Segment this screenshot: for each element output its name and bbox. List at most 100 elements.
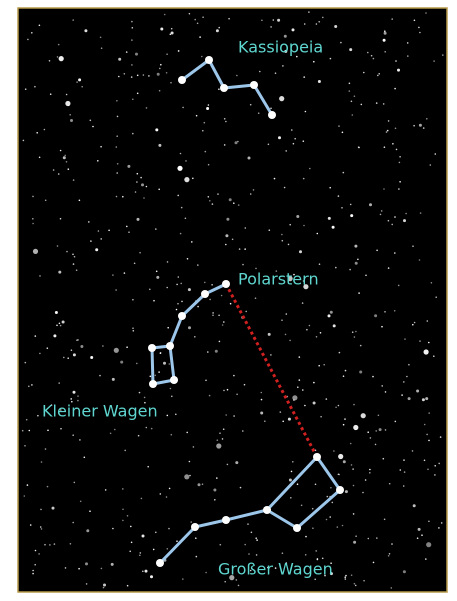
background-star: [405, 213, 407, 215]
background-star: [379, 428, 382, 431]
background-star: [363, 580, 365, 582]
background-star: [164, 14, 166, 16]
background-star: [391, 224, 393, 226]
background-star: [419, 32, 421, 34]
background-star: [286, 313, 288, 315]
background-star: [132, 99, 134, 101]
background-star: [281, 319, 283, 321]
background-star: [297, 483, 299, 485]
background-star: [313, 61, 315, 63]
label-kassiopeia: Kassiopeia: [238, 38, 323, 57]
background-star: [55, 311, 58, 314]
background-star: [194, 19, 196, 21]
background-star: [155, 375, 157, 377]
background-star: [216, 443, 221, 448]
background-star: [380, 214, 382, 216]
background-star: [297, 386, 299, 388]
background-star: [318, 80, 321, 83]
background-star: [209, 299, 211, 301]
background-star: [434, 474, 436, 476]
background-star: [330, 311, 333, 314]
background-star: [269, 229, 271, 231]
background-star: [70, 543, 72, 545]
background-star: [100, 146, 102, 148]
background-star: [236, 75, 238, 77]
background-star: [170, 82, 172, 84]
background-star: [419, 259, 421, 261]
background-star: [388, 555, 390, 557]
background-star: [201, 56, 203, 58]
background-star: [316, 23, 318, 25]
background-star: [218, 88, 220, 90]
background-star: [259, 71, 261, 73]
background-star: [74, 256, 76, 258]
background-star: [418, 27, 420, 29]
background-star: [387, 130, 389, 132]
background-star: [54, 543, 56, 545]
background-star: [413, 504, 416, 507]
background-star: [341, 207, 343, 209]
background-star: [391, 543, 393, 545]
background-star: [268, 144, 270, 146]
background-star: [148, 75, 150, 77]
background-star: [335, 407, 337, 409]
background-star: [202, 483, 204, 485]
background-star: [177, 166, 182, 171]
background-star: [49, 60, 51, 62]
background-star: [72, 19, 74, 21]
background-star: [349, 48, 352, 51]
background-star: [90, 356, 93, 359]
background-star: [414, 20, 416, 22]
background-star: [114, 348, 119, 353]
background-star: [291, 129, 293, 131]
background-star: [378, 415, 380, 417]
star-map: Kassiopeia Polarstern Kleiner Wagen Groß…: [0, 0, 457, 601]
background-star: [396, 149, 398, 151]
background-star: [292, 395, 297, 400]
background-star: [373, 562, 375, 564]
background-star: [317, 233, 319, 235]
background-star: [120, 361, 123, 364]
background-star: [389, 553, 391, 555]
background-star: [255, 537, 257, 539]
background-star: [424, 424, 426, 426]
background-star: [29, 430, 31, 432]
background-star: [403, 570, 406, 573]
background-star: [182, 578, 184, 580]
background-star: [303, 178, 305, 180]
constellation-star: [201, 290, 209, 298]
background-star: [193, 446, 195, 448]
background-star: [92, 126, 94, 128]
background-star: [284, 187, 286, 189]
background-star: [339, 474, 341, 476]
background-star: [233, 415, 235, 417]
background-star: [338, 405, 340, 407]
background-star: [25, 362, 27, 364]
background-star: [313, 402, 316, 405]
background-star: [197, 264, 199, 266]
background-star: [253, 189, 255, 191]
background-star: [78, 78, 81, 81]
background-star: [428, 521, 430, 523]
background-star: [373, 58, 375, 60]
background-star: [344, 418, 346, 420]
background-star: [184, 177, 189, 182]
background-star: [167, 548, 169, 550]
background-star: [397, 69, 400, 72]
background-star: [320, 416, 322, 418]
background-star: [322, 17, 324, 19]
background-star: [299, 379, 301, 381]
background-star: [225, 414, 227, 416]
label-polarstern: Polarstern: [238, 270, 319, 289]
background-star: [425, 12, 427, 14]
background-star: [186, 432, 188, 434]
background-star: [275, 72, 277, 74]
background-star: [235, 141, 238, 144]
background-star: [354, 336, 356, 338]
background-star: [139, 252, 141, 254]
background-star: [60, 218, 62, 220]
background-star: [218, 27, 220, 29]
background-star: [153, 549, 155, 551]
background-star: [242, 264, 244, 266]
background-star: [196, 115, 198, 117]
